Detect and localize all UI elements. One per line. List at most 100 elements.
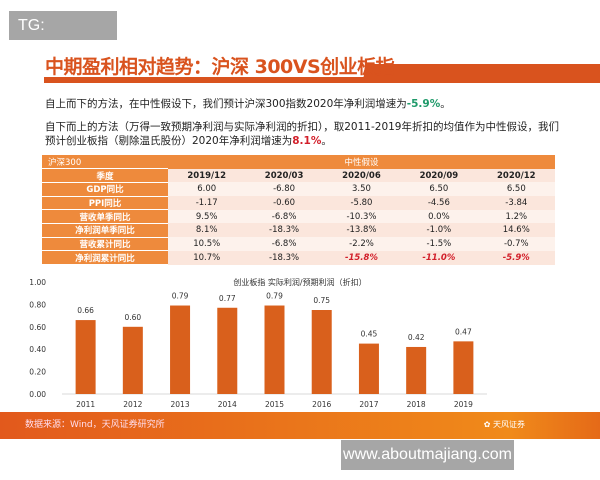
bar	[453, 341, 474, 394]
bar	[75, 320, 96, 394]
data-label: 0.79	[172, 292, 189, 301]
table-cell: -1.17	[168, 196, 246, 210]
data-label: 0.60	[124, 313, 141, 322]
logo-text: 天风证券	[493, 420, 525, 429]
y-tick-label: 0.80	[29, 300, 46, 309]
para2-value: 8.1%	[292, 135, 322, 147]
column-header: 2020/06	[322, 168, 401, 183]
table-cell: -0.60	[245, 196, 323, 210]
table-cell: -15.8%	[322, 250, 401, 265]
footer-bar: 数据来源：Wind，天风证券研究所 ✿ 天风证券	[0, 412, 600, 439]
table-cell: 6.50	[400, 182, 478, 197]
row-label: 净利润单季同比	[42, 223, 168, 238]
table-cell: -18.3%	[245, 223, 323, 238]
table-cell: -6.8%	[245, 209, 323, 224]
column-header: 2020/12	[477, 168, 555, 183]
para1-end: 。	[440, 98, 451, 110]
x-tick-label: 2018	[407, 400, 426, 409]
paragraph-top-down: 自上而下的方法，在中性假设下，我们预计沪深300指数2020年净利润增速为-5.…	[45, 97, 565, 111]
table-cell: -1.0%	[400, 223, 478, 238]
data-label: 0.47	[455, 327, 472, 336]
row-header: 季度	[42, 168, 168, 183]
table-cell: -11.0%	[400, 250, 478, 265]
x-tick-label: 2016	[312, 400, 331, 409]
para2-text: 自下而上的方法（万得一致预期净利润与实际净利润的折扣），取2011-2019年折…	[45, 121, 559, 147]
table-cell: -6.80	[245, 182, 323, 197]
y-tick-label: 0.60	[29, 323, 46, 332]
table-row: 营收累计同比 10.5% -6.8% -2.2% -1.5% -0.7%	[42, 237, 555, 252]
table-group: 中性假设	[168, 155, 555, 169]
bar	[170, 305, 191, 394]
table-cell: 1.2%	[477, 209, 555, 224]
paragraph-bottom-up: 自下而上的方法（万得一致预期净利润与实际净利润的折扣），取2011-2019年折…	[45, 120, 565, 148]
column-header: 2019/12	[168, 168, 246, 183]
x-tick-label: 2012	[123, 400, 142, 409]
table-row: PPI同比 -1.17 -0.60 -5.80 -4.56 -3.84	[42, 196, 555, 211]
bar	[122, 326, 143, 394]
table-header-row: 季度 2019/12 2020/03 2020/06 2020/09 2020/12	[42, 168, 555, 183]
footer-logo: ✿ 天风证券	[483, 420, 525, 429]
para2-end: 。	[321, 135, 332, 147]
table-cell: 9.5%	[168, 209, 246, 224]
table-cell: -2.2%	[322, 237, 401, 251]
x-tick-label: 2017	[359, 400, 378, 409]
y-tick-label: 0.20	[29, 368, 46, 377]
table-cell: -0.7%	[477, 237, 555, 251]
column-header: 2020/03	[245, 168, 323, 183]
bar	[358, 343, 379, 394]
slide-title: 中期盈利相对趋势：沪深 300VS创业板指	[45, 56, 395, 78]
table-cell: 6.50	[477, 182, 555, 197]
table-cell: -13.8%	[322, 223, 401, 238]
x-tick-label: 2011	[76, 400, 95, 409]
bar	[264, 305, 285, 394]
table-cell: -5.80	[322, 196, 401, 210]
data-label: 0.45	[361, 330, 378, 339]
table-corner: 沪深300	[42, 155, 168, 170]
table-group-row: 沪深300 中性假设	[42, 155, 555, 170]
table-cell: 8.1%	[168, 223, 246, 238]
row-label: GDP同比	[42, 182, 168, 197]
table-cell: -5.9%	[477, 250, 555, 265]
y-tick-label: 1.00	[29, 278, 46, 287]
bar-chart: 创业板指 实际利润/预期利润（折扣） 0.00 0.20 0.40 0.60 0.80 1.…	[29, 277, 487, 409]
y-tick-label: 0.40	[29, 345, 46, 354]
table-cell: 3.50	[322, 182, 401, 197]
table-row: 营收单季同比 9.5% -6.8% -10.3% 0.0% 1.2%	[42, 209, 555, 224]
y-tick-label: 0.00	[29, 390, 46, 399]
data-label: 0.75	[313, 296, 330, 305]
watermark-bottom: www.aboutmajiang.com	[341, 440, 514, 470]
table-cell: -6.8%	[245, 237, 323, 251]
para1-text: 自上而下的方法，在中性假设下，我们预计沪深300指数2020年净利润增速为	[45, 98, 407, 110]
table-cell: 14.6%	[477, 223, 555, 238]
table-cell: -18.3%	[245, 250, 323, 265]
watermark-top: TG: MYYJJPP	[9, 11, 117, 63]
table-row: 净利润单季同比 8.1% -18.3% -13.8% -1.0% 14.6%	[42, 223, 555, 238]
table-cell: 6.00	[168, 182, 246, 197]
table-cell: 0.0%	[400, 209, 478, 224]
x-tick-label: 2019	[454, 400, 473, 409]
table-cell: -4.56	[400, 196, 478, 210]
row-label: 净利润累计同比	[42, 250, 168, 265]
data-label: 0.66	[77, 306, 94, 315]
bar	[217, 307, 238, 394]
x-tick-label: 2013	[171, 400, 190, 409]
row-label: 营收单季同比	[42, 209, 168, 224]
footer-source: 数据来源：Wind，天风证券研究所	[25, 420, 165, 430]
para1-value: -5.9%	[406, 98, 441, 110]
row-label: PPI同比	[42, 196, 168, 211]
title-underline	[44, 77, 600, 83]
data-label: 0.77	[219, 294, 236, 303]
x-tick-label: 2014	[218, 400, 237, 409]
table-cell: -3.84	[477, 196, 555, 210]
forecast-table: 沪深300 中性假设 季度 2019/12 2020/03 2020/06 2020/09…	[42, 155, 555, 265]
column-header: 2020/09	[400, 168, 478, 183]
table-cell: 10.7%	[168, 250, 246, 265]
row-label: 营收累计同比	[42, 237, 168, 252]
bar	[406, 346, 427, 394]
chart-title: 创业板指 实际利润/预期利润（折扣）	[233, 277, 366, 287]
data-label: 0.79	[266, 292, 283, 301]
x-tick-label: 2015	[265, 400, 284, 409]
table-row: GDP同比 6.00 -6.80 3.50 6.50 6.50	[42, 182, 555, 197]
table-cell: -1.5%	[400, 237, 478, 251]
table-cell: -10.3%	[322, 209, 401, 224]
